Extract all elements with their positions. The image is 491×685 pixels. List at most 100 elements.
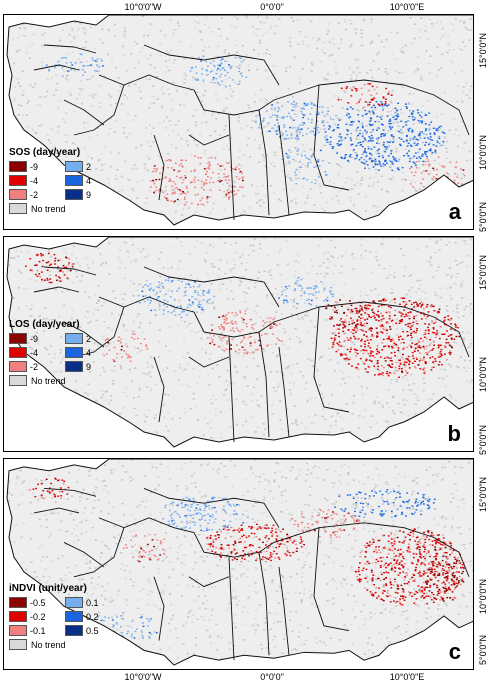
country-border xyxy=(64,322,104,347)
land-area xyxy=(7,459,473,666)
country-border xyxy=(314,307,349,412)
country-border xyxy=(259,110,269,215)
panel-letter: c xyxy=(448,639,461,664)
country-border xyxy=(74,528,124,577)
lat-label-10n: 10°0'0"N xyxy=(478,578,488,614)
legend-label-no-trend: No trend xyxy=(31,203,66,214)
legend-label-positive: 2 xyxy=(86,333,92,344)
country-border xyxy=(74,307,124,357)
legend-label-negative: -0.5 xyxy=(30,597,46,608)
lat-label-15n: 15°0'0"N xyxy=(478,32,488,68)
country-border xyxy=(319,80,469,135)
top-lon-label-10w: 10°0'0"W xyxy=(124,2,162,12)
coastline xyxy=(7,459,473,665)
panel-letter: b xyxy=(447,421,461,446)
legend-swatch-negative xyxy=(9,625,27,636)
legend-swatch-no-trend xyxy=(9,203,27,214)
legend-label-positive: 0.5 xyxy=(86,625,99,636)
country-border xyxy=(189,577,229,587)
lat-label-5n: 5°0'0"N xyxy=(478,634,488,665)
legend-no-trend: No trend xyxy=(9,375,106,386)
country-border xyxy=(34,65,79,70)
legend-swatch-positive xyxy=(65,625,83,636)
legend-label-negative: -4 xyxy=(30,175,39,186)
legend-title: iNDVI (unit/year) xyxy=(9,583,87,594)
legend-label-negative: -2 xyxy=(30,189,39,200)
legend-swatch-negative xyxy=(9,161,27,172)
los-trend-map xyxy=(4,237,473,451)
legend-grid: -9 2 -4 4 -2 9 xyxy=(9,161,106,200)
legend-swatch-positive xyxy=(65,347,83,358)
bottom-lon-label-0: 0°0'0" xyxy=(260,672,284,682)
map-panel-sos: SOS (day/year) -9 2 -4 4 -2 9 No trend a xyxy=(3,14,474,230)
legend-swatch-positive xyxy=(65,175,83,186)
legend-swatch-negative xyxy=(9,611,27,622)
country-border xyxy=(279,347,289,437)
coastline xyxy=(7,237,473,447)
country-border xyxy=(44,267,96,275)
country-border xyxy=(314,528,349,631)
country-border xyxy=(229,115,234,220)
legend-swatch-negative xyxy=(9,597,27,608)
country-border xyxy=(99,75,194,90)
bottom-lon-label-10e: 10°0'0"E xyxy=(389,672,425,682)
legend-swatch-no-trend xyxy=(9,375,27,386)
country-border xyxy=(144,488,234,503)
lat-label-10n: 10°0'0"N xyxy=(478,356,488,392)
country-border xyxy=(229,557,234,660)
country-border xyxy=(34,287,79,292)
country-border xyxy=(154,135,164,200)
legend-swatch-no-trend xyxy=(9,639,27,650)
legend: iNDVI (unit/year) -0.5 0.1 -0.2 0.2 -0.1 0.5 No… xyxy=(9,583,106,650)
indvi-trend-map xyxy=(4,459,473,669)
lat-label-15n: 15°0'0"N xyxy=(478,254,488,290)
legend: LOS (day/year) -9 2 -4 4 -2 9 No trend xyxy=(9,319,106,386)
legend-label-positive: 2 xyxy=(86,161,92,172)
map-panel-indvi: iNDVI (unit/year) -0.5 0.1 -0.2 0.2 -0.1 0.5 No… xyxy=(3,458,474,670)
country-border xyxy=(279,125,289,215)
legend: SOS (day/year) -9 2 -4 4 -2 9 No trend xyxy=(9,147,106,214)
legend-label-negative: -0.1 xyxy=(30,625,46,636)
legend-label-negative: -9 xyxy=(30,333,39,344)
legend-swatch-positive xyxy=(65,189,83,200)
country-border xyxy=(234,498,279,527)
coastline xyxy=(7,15,473,225)
legend-label-positive: 4 xyxy=(86,175,92,186)
legend-label-negative: -9 xyxy=(30,161,39,172)
legend-label-negative: -0.2 xyxy=(30,611,46,622)
legend-label-positive: 4 xyxy=(86,347,92,358)
legend-swatch-negative xyxy=(9,333,27,344)
legend-no-trend: No trend xyxy=(9,639,106,650)
country-border xyxy=(144,45,234,60)
trend-pixels xyxy=(7,459,473,666)
country-border xyxy=(234,277,279,307)
country-border xyxy=(314,85,349,190)
legend-label-no-trend: No trend xyxy=(31,639,66,650)
country-border xyxy=(319,523,469,577)
legend-swatch-positive xyxy=(65,361,83,372)
legend-title: SOS (day/year) xyxy=(9,147,81,158)
country-border xyxy=(189,357,229,367)
country-border xyxy=(259,552,269,655)
top-lon-label-10e: 10°0'0"E xyxy=(389,2,425,12)
country-border xyxy=(259,332,269,437)
country-border xyxy=(154,357,164,422)
legend-grid: -9 2 -4 4 -2 9 xyxy=(9,333,106,372)
map-panel-los: LOS (day/year) -9 2 -4 4 -2 9 No trend b xyxy=(3,236,474,452)
legend-swatch-negative xyxy=(9,189,27,200)
legend-label-positive: 0.1 xyxy=(86,597,99,608)
lat-label-15n: 15°0'0"N xyxy=(478,476,488,512)
legend-swatch-positive xyxy=(65,611,83,622)
country-border xyxy=(34,508,79,513)
country-border xyxy=(279,567,289,655)
legend-title: LOS (day/year) xyxy=(9,319,80,330)
country-border xyxy=(99,518,194,533)
country-border xyxy=(189,135,229,145)
country-border xyxy=(99,297,194,312)
legend-grid: -0.5 0.1 -0.2 0.2 -0.1 0.5 xyxy=(9,597,106,636)
legend-label-negative: -4 xyxy=(30,347,39,358)
legend-label-negative: -2 xyxy=(30,361,39,372)
legend-swatch-positive xyxy=(65,597,83,608)
country-border xyxy=(64,100,104,125)
country-border xyxy=(229,337,234,442)
